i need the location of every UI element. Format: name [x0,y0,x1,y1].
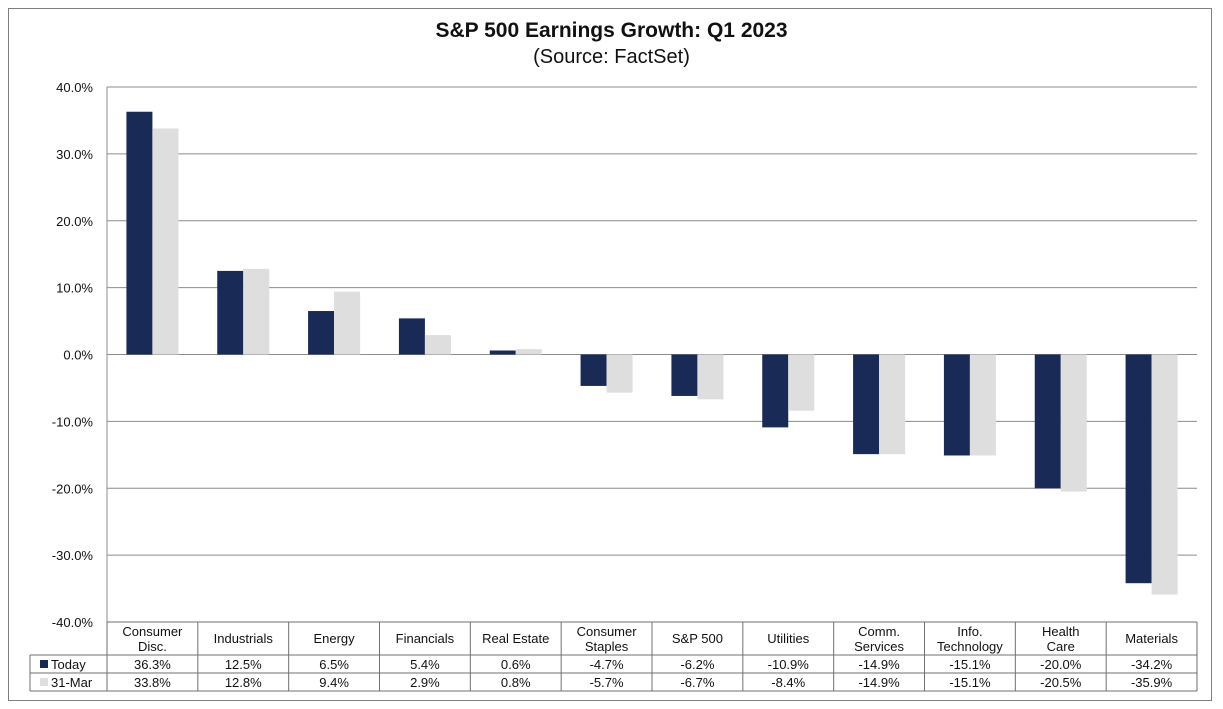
data-label: -15.1% [949,675,991,690]
bar-today [126,111,153,355]
data-label: 33.8% [134,675,171,690]
bar-today [1034,354,1061,489]
y-tick-label: -30.0% [52,548,94,563]
y-tick-label: -10.0% [52,414,94,429]
data-label: -14.9% [858,657,900,672]
bar-31-mar [515,349,542,355]
category-label: Info. [957,624,982,639]
y-tick-label: -40.0% [52,615,94,630]
data-label: 0.8% [501,675,531,690]
y-tick-label: -20.0% [52,481,94,496]
bar-31-mar [879,354,906,455]
y-tick-label: 30.0% [56,147,93,162]
bar-today [398,318,425,355]
category-label: Materials [1125,631,1178,646]
category-label: Services [854,639,904,654]
bar-31-mar [424,335,451,355]
data-label: -6.2% [680,657,714,672]
gridlines [106,86,1197,623]
data-label: -5.7% [590,675,624,690]
category-label: Consumer [122,624,183,639]
y-tick-label: 0.0% [63,348,93,363]
bar-today [489,350,516,355]
data-label: -20.0% [1040,657,1082,672]
category-label: Energy [313,631,355,646]
data-label: -34.2% [1131,657,1173,672]
legend-label: 31-Mar [51,675,93,690]
category-label: Disc. [138,639,167,654]
bar-31-mar [243,268,270,355]
data-label: 6.5% [319,657,349,672]
data-label: 12.5% [225,657,262,672]
chart-subtitle: (Source: FactSet) [533,46,690,68]
category-label: S&P 500 [672,631,723,646]
category-label: Industrials [214,631,274,646]
data-label: -8.4% [771,675,805,690]
data-label: -4.7% [590,657,624,672]
category-label: Staples [585,639,629,654]
y-tick-label: 20.0% [56,214,93,229]
chart-frame [8,8,1212,701]
data-label: -6.7% [680,675,714,690]
legend-label: Today [51,657,86,672]
legend-swatch-31-mar [40,678,48,686]
category-label: Health [1042,624,1080,639]
bar-today [1125,354,1152,584]
y-axis-ticks: 40.0% 30.0% 20.0% 10.0% 0.0% -10.0% -20.0% -30.… [52,80,94,630]
bar-31-mar [334,291,361,355]
bar-31-mar [697,354,724,400]
bar-today [762,354,789,428]
data-label: 36.3% [134,657,171,672]
data-label: 0.6% [501,657,531,672]
bar-today [853,354,880,455]
category-label: Consumer [577,624,638,639]
category-label: Comm. [858,624,900,639]
category-label: Financials [396,631,455,646]
bar-31-mar [152,128,179,355]
bar-today [580,354,607,386]
data-label: -35.9% [1131,675,1173,690]
data-label: 12.8% [225,675,262,690]
bar-today [217,270,244,355]
data-label: -10.9% [768,657,810,672]
bar-31-mar [969,354,996,456]
chart-title: S&P 500 Earnings Growth: Q1 2023 [435,19,788,42]
bar-today [671,354,698,396]
category-label: Real Estate [482,631,549,646]
bar-today [308,311,335,355]
legend-swatch-today [40,660,48,668]
bar-today [943,354,970,456]
y-tick-label: 40.0% [56,80,93,95]
y-tick-label: 10.0% [56,281,93,296]
category-label: Utilities [767,631,809,646]
bar-31-mar [788,354,815,411]
data-label: -15.1% [949,657,991,672]
bar-31-mar [1060,354,1087,492]
bar-31-mar [606,354,633,393]
category-label: Technology [937,639,1003,654]
category-label: Care [1047,639,1075,654]
data-label: 9.4% [319,675,349,690]
bars [126,111,1178,595]
data-label: -20.5% [1040,675,1082,690]
data-label: 2.9% [410,675,440,690]
bar-31-mar [1151,354,1178,595]
data-label: -14.9% [858,675,900,690]
data-label: 5.4% [410,657,440,672]
